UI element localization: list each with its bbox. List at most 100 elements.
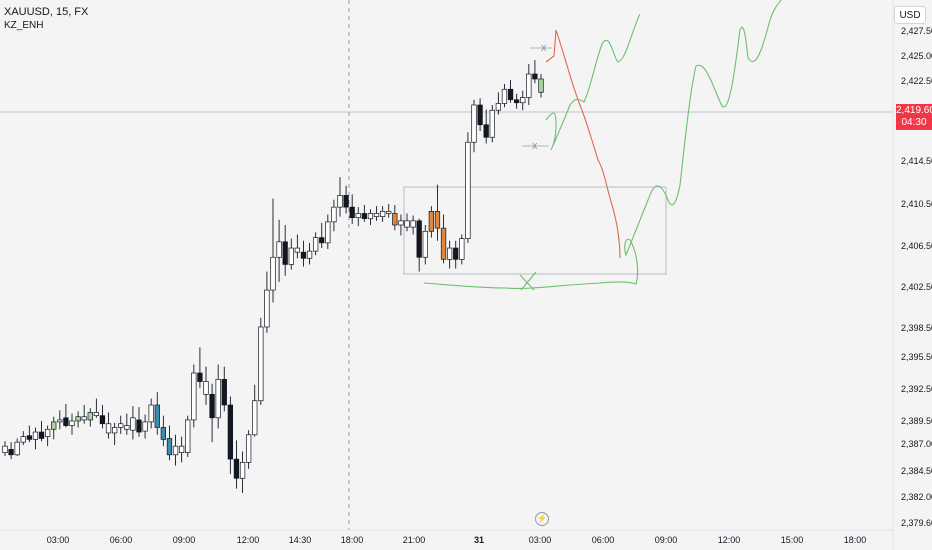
- candle: [239, 451, 246, 493]
- y-tick-label: 2,427.50: [901, 26, 932, 36]
- candle-body: [422, 230, 428, 258]
- candle-body: [172, 445, 179, 456]
- indicator-label[interactable]: KZ_ENH: [4, 20, 44, 31]
- x-tick-label: 15:00: [781, 535, 804, 545]
- candle-body: [227, 404, 234, 460]
- candle: [465, 132, 471, 243]
- candle-body: [416, 220, 422, 258]
- candle-body: [337, 195, 343, 208]
- candle-body: [245, 434, 252, 463]
- candle-body: [526, 73, 532, 98]
- candle-body: [325, 221, 331, 244]
- x-tick-label: 12:00: [237, 535, 260, 545]
- candle-body: [118, 423, 124, 428]
- candle: [276, 219, 282, 282]
- candle: [111, 422, 118, 446]
- candle: [2, 441, 8, 456]
- candle-body: [294, 247, 301, 253]
- x-tick-label: 18:00: [341, 535, 364, 545]
- candle-body: [513, 99, 520, 104]
- candle: [105, 412, 112, 439]
- projection-layer: XX: [423, 0, 782, 291]
- candle: [471, 99, 477, 153]
- candle: [373, 206, 380, 221]
- y-tick-label: 2,406.50: [901, 241, 932, 251]
- candle-body: [355, 213, 361, 218]
- candle: [398, 214, 404, 236]
- candle: [343, 185, 349, 214]
- candle: [294, 234, 301, 259]
- x-tick-label: 09:00: [173, 535, 196, 545]
- candle-body: [349, 206, 355, 218]
- candle: [215, 364, 221, 429]
- candle-body: [26, 435, 33, 440]
- y-tick-label: 2,410.50: [901, 199, 932, 209]
- candle: [221, 366, 227, 412]
- candle-body: [507, 88, 514, 101]
- candles: [2, 60, 544, 493]
- candle: [166, 425, 173, 461]
- candle: [416, 218, 422, 272]
- candle: [428, 206, 435, 238]
- candle-body: [111, 427, 118, 434]
- candle: [99, 405, 106, 429]
- x-tick-label: 09:00: [655, 535, 678, 545]
- candle-body: [2, 445, 8, 453]
- y-tick-label: 2,422.50: [901, 76, 932, 86]
- candle: [379, 206, 386, 222]
- candle: [191, 364, 197, 428]
- candle: [130, 406, 136, 440]
- candle-body: [483, 124, 489, 138]
- candle-body: [306, 250, 313, 259]
- candle-body: [465, 141, 471, 240]
- bullish-projection-path-1: [545, 13, 641, 151]
- candle-body: [459, 238, 465, 260]
- candle: [32, 427, 39, 450]
- candle: [434, 184, 441, 241]
- candle: [63, 403, 69, 428]
- candle: [306, 242, 313, 265]
- candle: [142, 414, 148, 439]
- candle-body: [105, 423, 112, 434]
- lightning-icon[interactable]: ⚡: [535, 512, 549, 526]
- candle: [20, 431, 26, 446]
- current-price-value: 2,419.60: [896, 105, 932, 116]
- candle-body: [8, 449, 14, 456]
- y-tick-label: 2,387.00: [901, 439, 932, 449]
- candle-body: [343, 195, 349, 208]
- currency-button[interactable]: USD: [894, 6, 926, 24]
- candle-body: [221, 379, 227, 406]
- candle-body: [130, 417, 136, 431]
- x-tick-label: 06:00: [110, 535, 133, 545]
- candle-body: [252, 400, 258, 436]
- candle: [349, 194, 355, 224]
- candle: [75, 411, 81, 428]
- candle-body: [258, 326, 264, 402]
- y-tick-label: 2,402.50: [901, 282, 932, 292]
- candle: [355, 207, 361, 227]
- candle-body: [386, 211, 392, 214]
- candle-body: [392, 213, 398, 226]
- candle-body: [331, 206, 337, 223]
- candle: [495, 92, 502, 115]
- candle-body: [239, 462, 246, 479]
- candle: [93, 398, 100, 418]
- x-tick-label: 18:00: [844, 535, 867, 545]
- candle: [154, 392, 160, 435]
- candle: [26, 425, 33, 443]
- candle-body: [20, 436, 26, 443]
- y-tick-label: 2,389.50: [901, 416, 932, 426]
- candle-body: [148, 404, 154, 423]
- candle-body: [276, 241, 282, 258]
- candle: [312, 232, 319, 256]
- candle: [440, 214, 447, 264]
- candle-body: [75, 416, 81, 422]
- candle-body: [44, 428, 51, 437]
- candle-body: [215, 379, 221, 419]
- candle: [459, 234, 465, 265]
- symbol-title[interactable]: XAUUSD, 15, FX: [4, 6, 89, 18]
- candle-body: [495, 103, 502, 111]
- candle-body: [471, 104, 477, 143]
